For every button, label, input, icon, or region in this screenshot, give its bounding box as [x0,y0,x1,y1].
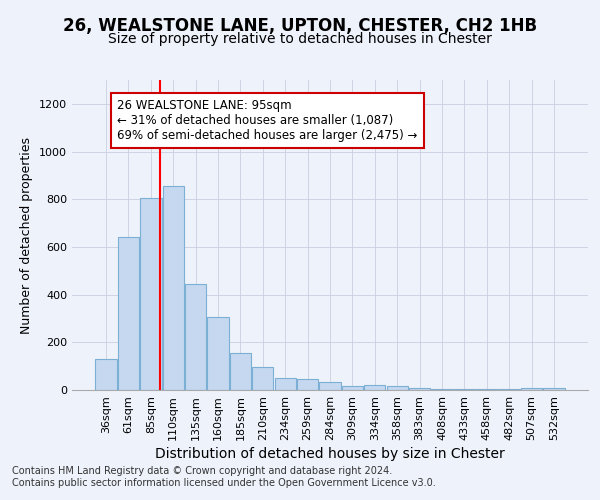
Bar [140,198,161,390]
Bar [95,359,117,390]
Text: 26, WEALSTONE LANE, UPTON, CHESTER, CH2 1HB: 26, WEALSTONE LANE, UPTON, CHESTER, CH2 … [63,18,537,36]
Bar [230,353,251,390]
Bar [409,388,430,390]
Bar [386,386,408,390]
Bar [319,382,341,390]
Bar [364,385,385,390]
Bar [275,378,296,390]
Bar [118,238,139,390]
Text: Size of property relative to detached houses in Chester: Size of property relative to detached ho… [108,32,492,46]
Text: 26 WEALSTONE LANE: 95sqm
← 31% of detached houses are smaller (1,087)
69% of sem: 26 WEALSTONE LANE: 95sqm ← 31% of detach… [117,99,418,142]
Bar [208,318,229,390]
Bar [543,388,565,390]
Text: Contains HM Land Registry data © Crown copyright and database right 2024.
Contai: Contains HM Land Registry data © Crown c… [12,466,436,487]
Bar [476,389,497,390]
Bar [163,186,184,390]
Bar [252,368,274,390]
Bar [185,284,206,390]
X-axis label: Distribution of detached houses by size in Chester: Distribution of detached houses by size … [155,447,505,461]
Bar [297,380,318,390]
Y-axis label: Number of detached properties: Number of detached properties [20,136,34,334]
Bar [454,389,475,390]
Bar [521,388,542,390]
Bar [342,386,363,390]
Bar [431,389,452,390]
